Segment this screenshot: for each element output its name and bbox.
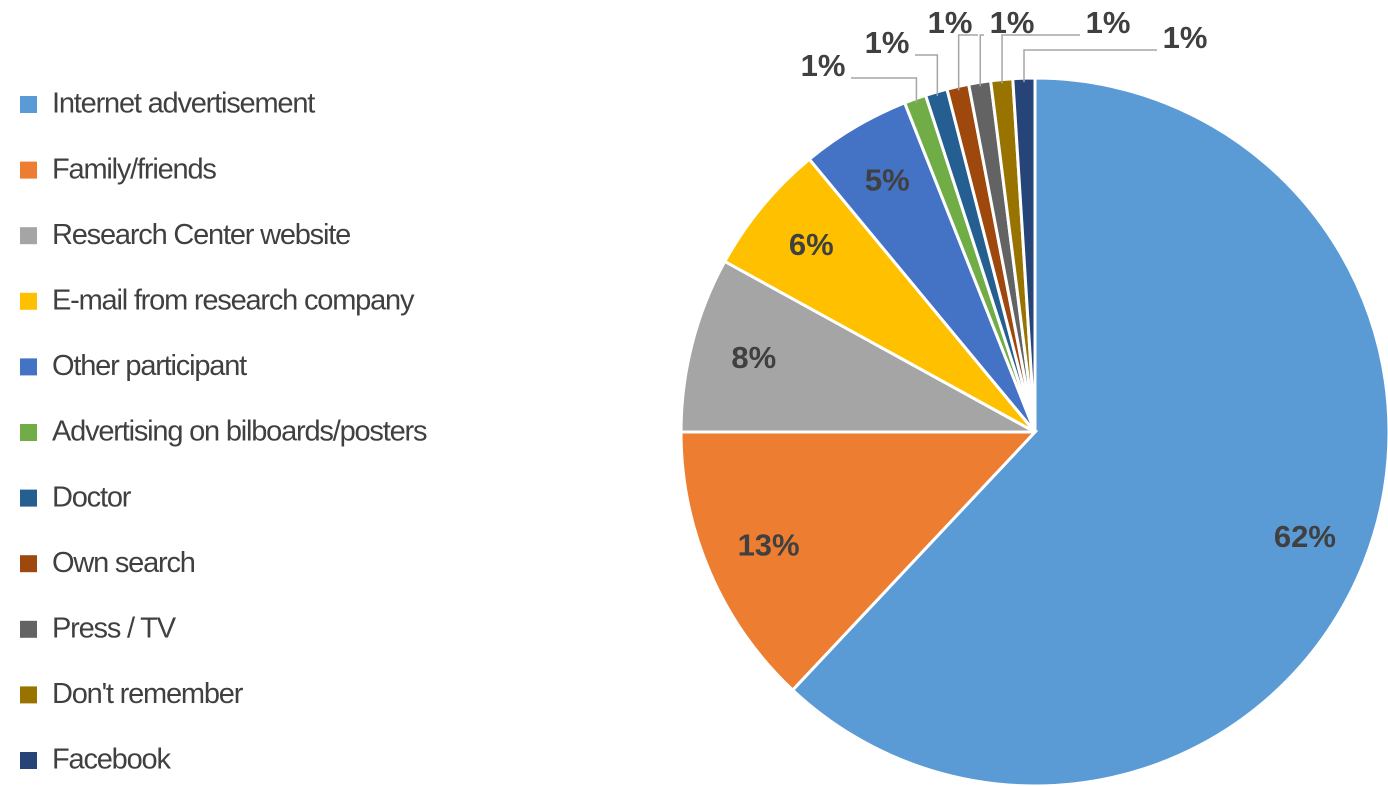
legend-swatch <box>20 358 37 376</box>
legend-label: Family/friends <box>52 153 216 185</box>
leader-line <box>915 54 939 96</box>
legend-label: Press / TV <box>52 612 177 644</box>
data-label: 6% <box>789 227 834 262</box>
legend-swatch <box>20 489 37 507</box>
pie-slice <box>679 259 1036 434</box>
legend-label: Don't remember <box>52 678 244 710</box>
data-label: 5% <box>865 162 910 197</box>
legend-label: Doctor <box>52 481 132 513</box>
legend-swatch <box>20 161 37 179</box>
data-label: 13% <box>738 527 800 562</box>
data-label: 1% <box>928 5 973 40</box>
legend-label: Own search <box>52 547 195 579</box>
data-label: 8% <box>731 340 776 375</box>
data-label: 1% <box>1086 5 1131 40</box>
leader-line <box>851 77 918 103</box>
legend-swatch <box>20 686 37 704</box>
data-label: 62% <box>1274 519 1336 554</box>
data-label: 1% <box>865 25 910 60</box>
legend-swatch <box>20 96 37 113</box>
legend-swatch <box>20 424 37 441</box>
leader-line <box>1023 49 1157 83</box>
legend-swatch <box>20 752 37 769</box>
legend-swatch <box>20 620 37 638</box>
pie-slice <box>722 157 1037 434</box>
leader-line <box>979 34 984 87</box>
data-label: 1% <box>801 48 846 83</box>
legend-label: Advertising on bilboards/posters <box>52 416 427 448</box>
legend-label: Research Center website <box>52 219 350 251</box>
legend-label: Other participant <box>52 350 247 382</box>
legend-swatch <box>20 555 37 573</box>
pie-slice <box>790 76 1388 786</box>
legend-swatch <box>20 292 37 310</box>
leader-line <box>957 34 978 91</box>
legend-label: Facebook <box>52 744 171 776</box>
data-label: 1% <box>1163 20 1208 55</box>
legend-label: E-mail from research company <box>52 284 415 316</box>
pie-slice <box>679 430 1039 693</box>
legend-label: Internet advertisement <box>52 88 315 120</box>
legend-swatch <box>20 227 37 245</box>
leader-line <box>1001 34 1080 84</box>
